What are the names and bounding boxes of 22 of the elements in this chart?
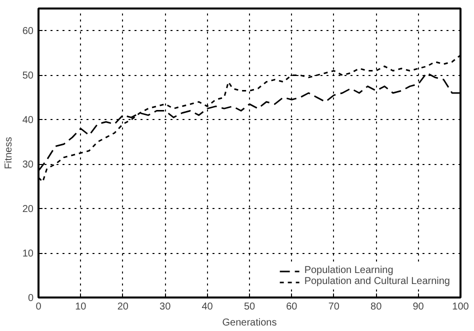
- x-tick-label: 80: [370, 302, 382, 312]
- x-tick-label: 100: [452, 302, 470, 312]
- y-tick-label: 50: [22, 70, 34, 82]
- legend-label: Population and Cultural Learning: [304, 276, 450, 287]
- x-tick-label: 40: [202, 302, 214, 312]
- x-tick-label: 70: [328, 302, 340, 312]
- y-tick-label: 60: [22, 26, 34, 38]
- x-tick-label: 10: [75, 302, 87, 312]
- x-tick-label: 90: [412, 302, 424, 312]
- legend-label: Population Learning: [304, 265, 394, 276]
- x-axis-title: Generations: [222, 318, 277, 328]
- y-tick-label: 10: [22, 248, 34, 260]
- y-tick-label: 0: [28, 293, 34, 304]
- x-tick-label: 30: [160, 302, 172, 312]
- x-tick-label: 60: [286, 302, 298, 312]
- y-tick-label: 20: [22, 204, 34, 216]
- y-tick-label: 40: [22, 115, 34, 126]
- y-tick-label: 30: [22, 160, 34, 171]
- x-tick-label: 50: [244, 302, 256, 312]
- x-tick-label: 0: [36, 302, 42, 312]
- y-axis-title: Fitness: [3, 136, 14, 170]
- x-tick-label: 20: [117, 302, 129, 312]
